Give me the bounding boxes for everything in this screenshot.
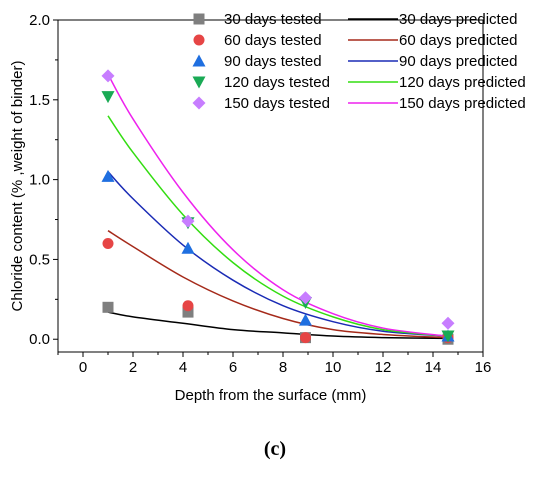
- legend-label-predicted: 90 days predicted: [399, 53, 517, 70]
- legend-label-predicted: 150 days predicted: [399, 95, 526, 112]
- x-tick-label: 14: [425, 359, 442, 376]
- x-tick-label: 8: [279, 359, 287, 376]
- x-axis-label: Depth from the surface (mm): [175, 387, 367, 404]
- x-tick-label: 12: [375, 359, 392, 376]
- legend-marker: [192, 54, 206, 67]
- legend-marker: [193, 34, 205, 46]
- data-point: [182, 300, 194, 312]
- data-point: [441, 330, 455, 343]
- predicted-line-2: [107, 230, 446, 339]
- data-point: [441, 316, 455, 330]
- legend-marker: [193, 13, 205, 25]
- data-point: [181, 241, 195, 254]
- predicted-line-5: [107, 73, 446, 337]
- x-tick-label: 10: [325, 359, 342, 376]
- data-point: [299, 291, 312, 305]
- legend-label-tested: 120 days tested: [224, 74, 330, 91]
- x-tick-label: 6: [229, 359, 237, 376]
- y-tick-label: 1.5: [29, 92, 50, 109]
- y-tick-label: 2.0: [29, 12, 50, 29]
- data-point: [102, 301, 114, 313]
- x-tick-label: 2: [129, 359, 137, 376]
- data-point: [101, 69, 115, 83]
- x-tick-label: 4: [179, 359, 187, 376]
- legend-marker: [192, 76, 206, 89]
- data-point: [102, 237, 114, 249]
- legend-label-tested: 60 days tested: [224, 32, 322, 49]
- y-axis-label: Chloride content (% ,weight of binder): [9, 61, 26, 312]
- legend-label-predicted: 60 days predicted: [399, 32, 517, 49]
- data-point: [299, 313, 312, 326]
- predicted-line-1: [107, 311, 446, 340]
- data-point: [181, 214, 195, 228]
- x-tick-label: 0: [79, 359, 87, 376]
- data-point: [101, 91, 115, 104]
- y-tick-label: 0.0: [29, 331, 50, 348]
- predicted-line-3: [107, 171, 446, 337]
- panel-label: (c): [263, 438, 287, 460]
- legend-label-tested: 90 days tested: [224, 53, 322, 70]
- legend-label-predicted: 30 days predicted: [399, 11, 517, 28]
- x-tick-label: 16: [475, 359, 492, 376]
- y-tick-label: 1.0: [29, 172, 50, 189]
- legend-label-tested: 150 days tested: [224, 95, 330, 112]
- data-point: [300, 332, 311, 344]
- legend-marker: [192, 96, 206, 110]
- y-tick-label: 0.5: [29, 251, 50, 268]
- legend-label-predicted: 120 days predicted: [399, 74, 526, 91]
- predicted-line-4: [107, 115, 446, 337]
- data-point: [101, 169, 115, 182]
- legend-label-tested: 30 days tested: [224, 11, 322, 28]
- plot-frame: [57, 19, 484, 353]
- data-point: [182, 306, 194, 318]
